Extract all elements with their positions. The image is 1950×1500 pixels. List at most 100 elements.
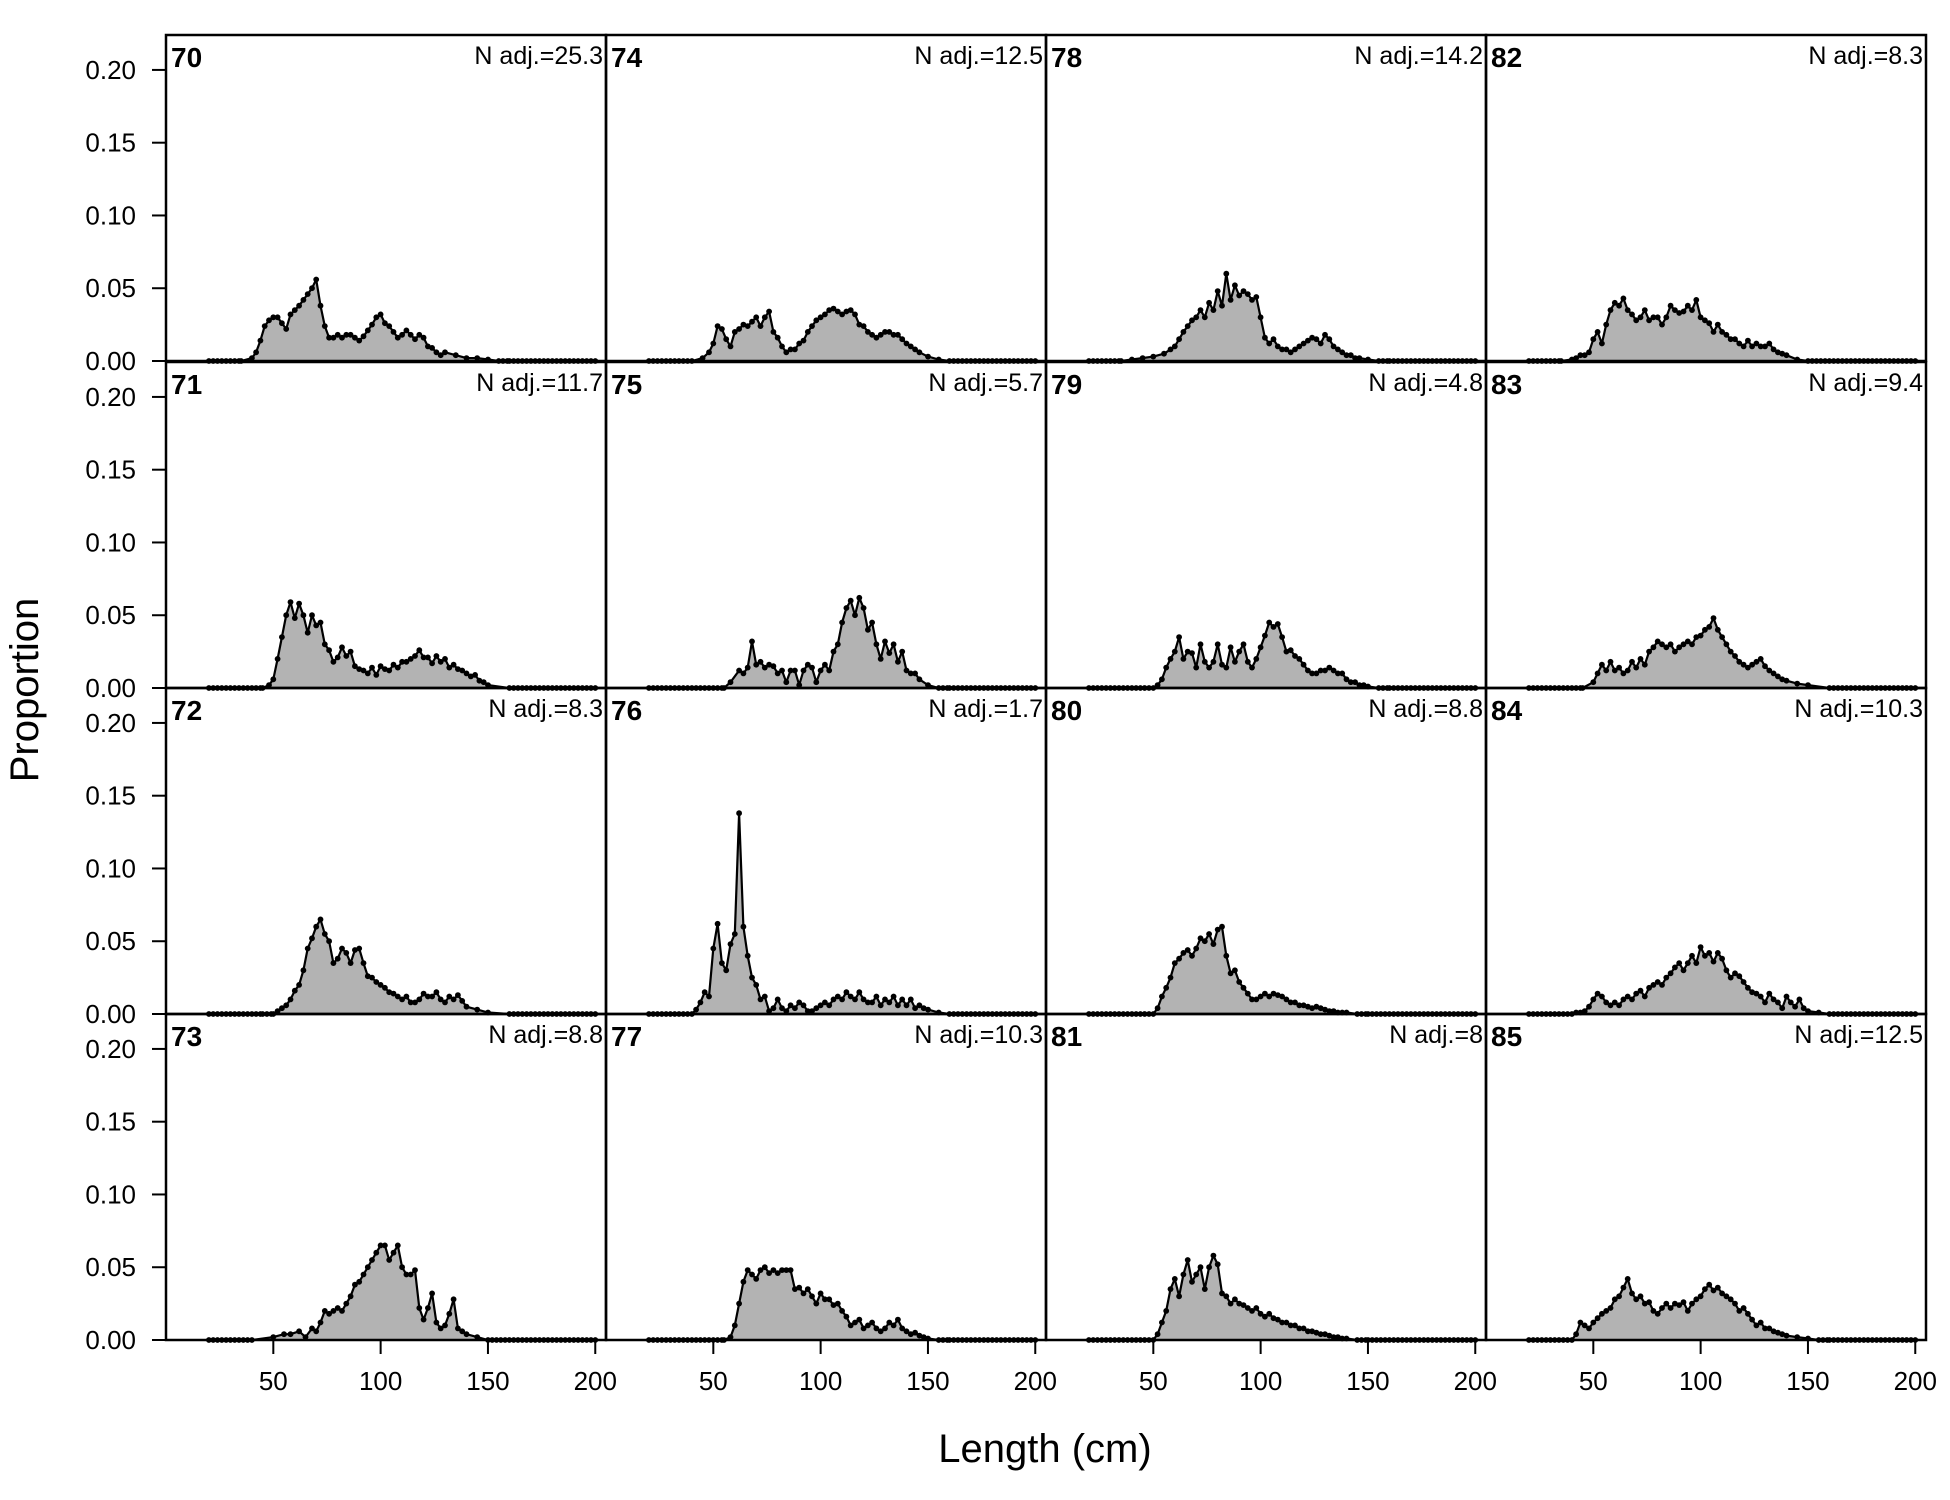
panel-82-point — [1766, 340, 1773, 347]
panel-72-point — [450, 996, 457, 1003]
panel-84-point — [1616, 1002, 1622, 1009]
panel-78-point — [1206, 299, 1212, 306]
panel-75-frame — [604, 360, 1048, 690]
panel-79-point — [1326, 664, 1333, 671]
panel-72-frame — [164, 686, 608, 1016]
panel-70-point — [433, 349, 440, 356]
panel-84-point — [1702, 952, 1708, 959]
x-tick-label: 50 — [1579, 1366, 1608, 1396]
panel-79-point — [1339, 670, 1346, 677]
panel-84-point — [1745, 984, 1751, 991]
panel-79-point — [1330, 667, 1337, 674]
panel-73-point — [450, 1296, 457, 1303]
panel-71-point — [433, 653, 440, 659]
panel-85-frame — [1484, 1012, 1928, 1342]
panel-78-point — [1287, 349, 1294, 356]
panel-75-point — [787, 667, 794, 674]
panel-76-point — [847, 993, 854, 1000]
panel-81-point — [1274, 1316, 1281, 1323]
panel-81-point — [1176, 1293, 1182, 1300]
panel-73-point — [446, 1310, 453, 1317]
panel-76-point — [834, 993, 841, 1000]
panel-80-area — [1088, 926, 1476, 1014]
panel-76-year-label: 76 — [611, 695, 642, 726]
panel-74-point — [865, 329, 871, 335]
panel-72-point — [313, 923, 320, 930]
y-tick-label: 0.10 — [85, 853, 136, 883]
panel-85-point — [1710, 1287, 1717, 1294]
panel-78-point — [1317, 340, 1324, 347]
panel-73-point — [382, 1242, 388, 1249]
y-tick-label: 0.05 — [85, 600, 136, 630]
panel-71-point — [291, 615, 298, 621]
panel-79-point — [1352, 679, 1358, 686]
panel-80-point — [1163, 984, 1170, 991]
panel-85-point — [1684, 1308, 1691, 1314]
panel-83-point — [1616, 664, 1622, 671]
panel-70-point — [474, 355, 481, 361]
y-tick-label: 0.10 — [85, 1179, 136, 1209]
panel-85-point — [1611, 1296, 1618, 1303]
panel-72-point — [347, 960, 354, 966]
panel-81-point — [1159, 1319, 1165, 1326]
panel-75-year-label: 75 — [611, 369, 642, 400]
panel-82-point — [1732, 336, 1738, 343]
panel-84: 84 N adj.=10.3 — [1484, 686, 1928, 1017]
panel-80-point — [1201, 938, 1208, 945]
panel-74-point — [766, 308, 772, 315]
panel-84-point — [1650, 982, 1657, 988]
panel-80-point — [1253, 996, 1260, 1003]
panel-71-point — [339, 644, 345, 651]
panel-80-point — [1206, 931, 1212, 937]
panel-79-point — [1292, 653, 1298, 659]
panel-79-point — [1240, 641, 1247, 648]
panel-82-point — [1586, 349, 1592, 356]
panel-71-year-label: 71 — [171, 369, 202, 400]
panel-80-n-adj-label: N adj.=8.8 — [1368, 695, 1483, 723]
panel-70: 70 N adj.=25.3 — [164, 33, 608, 364]
panel-79-point — [1223, 664, 1230, 671]
panel-85-point — [1740, 1305, 1747, 1311]
panel-72-point — [283, 1002, 290, 1009]
panel-76-point — [749, 974, 755, 981]
panel-80-point — [1279, 993, 1285, 1000]
panel-85-point — [1766, 1325, 1773, 1332]
panel-84-point — [1599, 993, 1605, 1000]
panel-82-point — [1745, 337, 1751, 344]
panel-73-point — [352, 1281, 358, 1288]
panel-76: 76 N adj.=1.7 — [604, 686, 1048, 1017]
panel-80-point — [1154, 1005, 1161, 1012]
panel-77-point — [847, 1322, 854, 1329]
panel-71-point — [429, 660, 435, 667]
panel-80-point — [1159, 993, 1165, 1000]
y-tick-label: 0.15 — [85, 781, 136, 811]
panel-73-point — [416, 1305, 423, 1311]
panel-81-point — [1214, 1261, 1221, 1268]
panel-83-point — [1659, 641, 1665, 648]
panel-77-n-adj-label: N adj.=10.3 — [914, 1021, 1043, 1049]
panel-77-point — [882, 1325, 888, 1332]
panel-71-point — [274, 656, 281, 662]
panel-79-point — [1206, 664, 1212, 671]
panel-84-point — [1672, 964, 1678, 971]
panel-72-point — [360, 960, 367, 966]
panel-71-point — [309, 612, 315, 619]
panel-84-point — [1581, 1008, 1588, 1014]
panel-79-point — [1309, 670, 1315, 677]
panel-77-point — [783, 1267, 790, 1273]
panel-78-point — [1326, 336, 1333, 343]
panel-71-point — [437, 658, 444, 665]
panel-79-point — [1210, 658, 1217, 665]
panel-80-point — [1171, 960, 1178, 966]
panel-84-point — [1740, 979, 1747, 985]
panel-83-point — [1672, 648, 1678, 655]
panel-70-point — [283, 326, 290, 332]
panel-71-point — [450, 661, 457, 668]
panel-78-point — [1347, 352, 1354, 359]
panel-80-point — [1296, 1002, 1303, 1009]
panel-83-point — [1676, 644, 1683, 651]
panel-81-point — [1317, 1331, 1324, 1338]
panel-85-point — [1727, 1296, 1734, 1303]
panel-79-point — [1219, 661, 1225, 668]
panel-70-point — [300, 297, 307, 303]
